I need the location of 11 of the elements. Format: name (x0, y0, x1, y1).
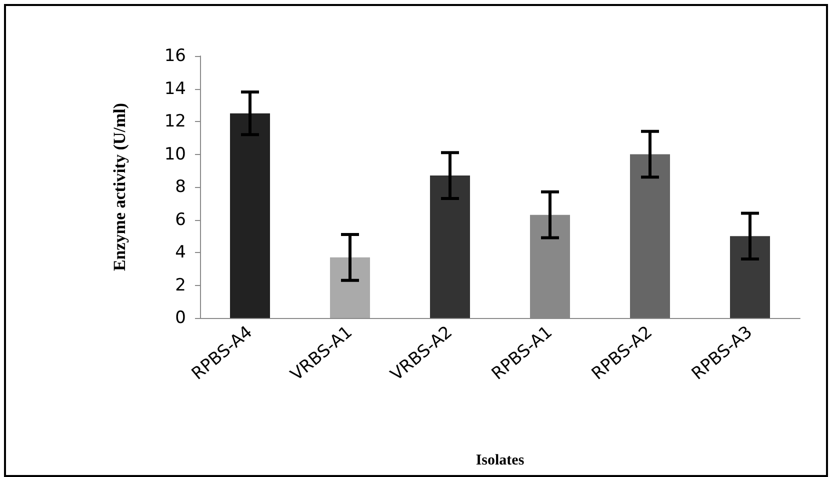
y-tick-label: 8 (175, 177, 186, 197)
y-tick-label: 2 (175, 275, 186, 296)
x-axis-title: Isolates (476, 452, 524, 468)
y-axis-title: Enzyme activity (U/ml) (110, 102, 129, 272)
y-tick-label: 0 (175, 308, 186, 328)
y-tick-label: 10 (164, 144, 186, 164)
y-tick-label: 4 (175, 242, 186, 262)
y-tick-label: 14 (164, 78, 186, 99)
y-tick-label: 16 (164, 46, 186, 66)
y-tick-label: 6 (175, 210, 186, 230)
y-tick-label: 12 (164, 112, 186, 132)
